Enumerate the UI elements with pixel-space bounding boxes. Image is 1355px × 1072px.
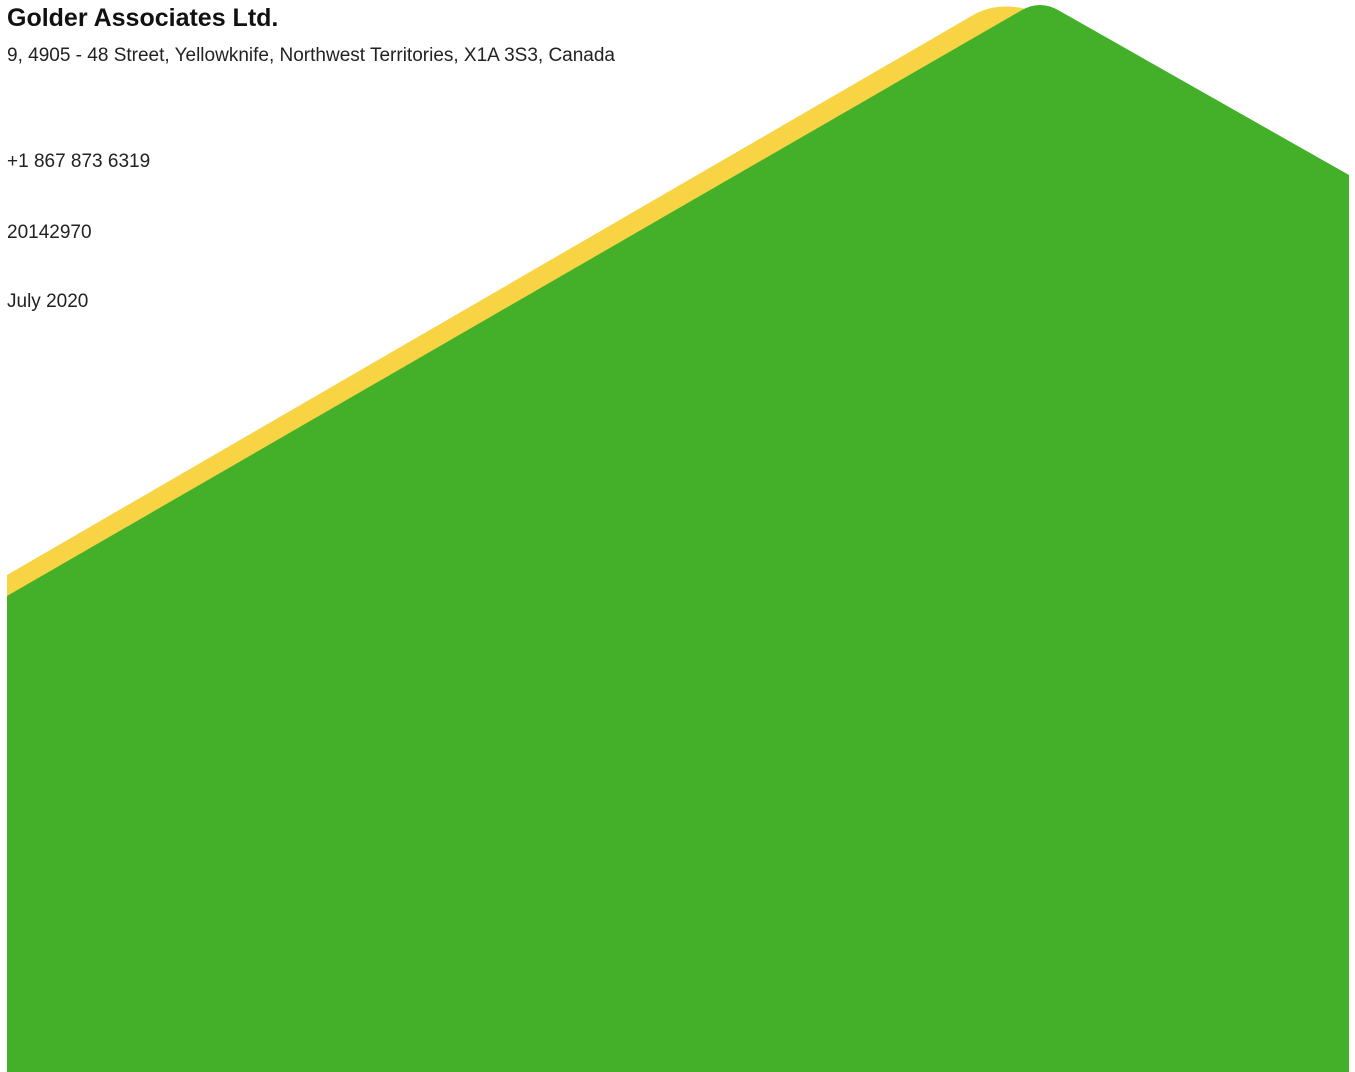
green-house-shape bbox=[7, 5, 1349, 1072]
phone-number: +1 867 873 6319 bbox=[7, 151, 151, 172]
document-date: July 2020 bbox=[7, 291, 89, 312]
company-name: Golder Associates Ltd. bbox=[7, 4, 279, 32]
project-number: 20142970 bbox=[7, 222, 92, 243]
company-address: 9, 4905 - 48 Street, Yellowknife, Northw… bbox=[7, 45, 615, 66]
